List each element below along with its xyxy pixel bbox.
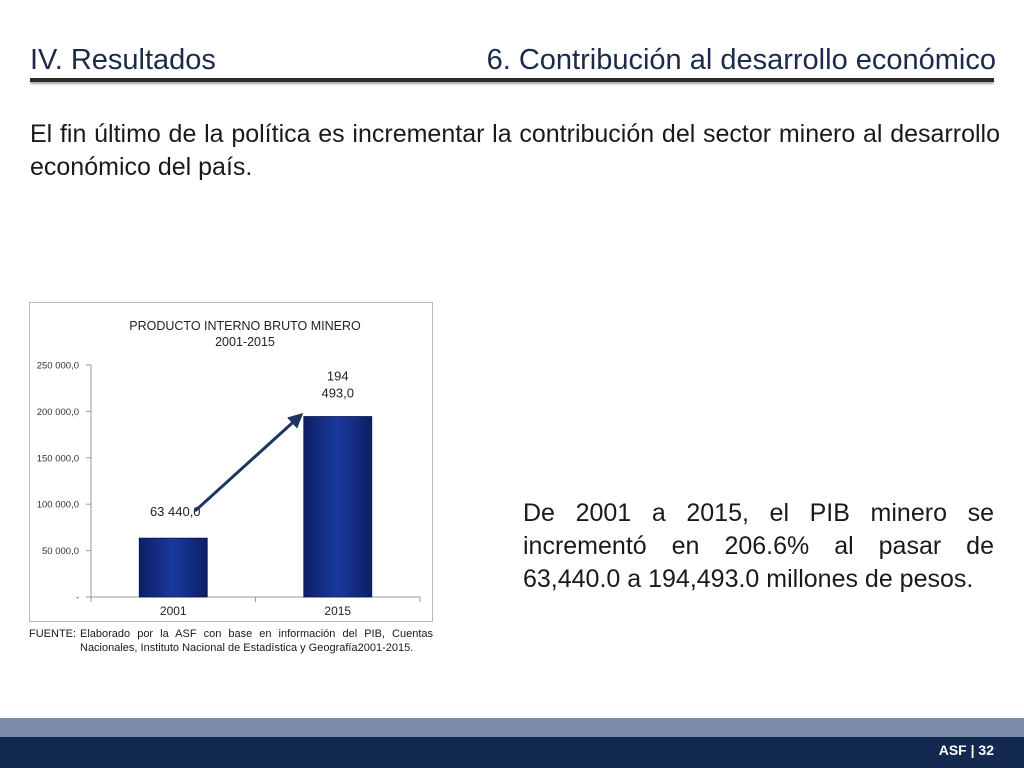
data-label: 194 493,0	[321, 369, 354, 401]
x-tick-label: 2001	[160, 604, 187, 618]
data-label: 63 440,0	[150, 504, 201, 519]
footer-band-dark	[0, 737, 1024, 768]
bar	[138, 537, 208, 598]
section-title: IV. Resultados	[30, 44, 216, 76]
chart-subtitle: 2001-2015	[215, 335, 275, 349]
y-tick-label: 250 000,0	[37, 361, 79, 372]
trend-arrow	[193, 412, 304, 513]
title-divider	[30, 78, 994, 82]
source-text: Elaborado por la ASF con base en informa…	[80, 628, 433, 654]
footer-page-label: ASF | 32	[938, 742, 994, 758]
y-tick-label: 150 000,0	[37, 453, 79, 464]
footer-band-light	[0, 718, 1024, 737]
bar	[303, 416, 373, 598]
slide-title: 6. Contribución al desarrollo económico	[486, 44, 996, 76]
x-tick-label: 2015	[324, 604, 351, 618]
intro-paragraph: El fin último de la política es incremen…	[30, 120, 1000, 181]
y-tick-label: 50 000,0	[42, 546, 79, 557]
pib-chart: PRODUCTO INTERNO BRUTO MINERO 2001-2015 …	[29, 302, 433, 622]
y-tick-label: 100 000,0	[37, 500, 79, 511]
y-tick-label: -	[76, 593, 79, 604]
source-label: FUENTE:	[29, 628, 77, 640]
summary-paragraph: De 2001 a 2015, el PIB minero se increme…	[523, 499, 994, 593]
chart-title: PRODUCTO INTERNO BRUTO MINERO	[129, 319, 361, 333]
y-tick-label: 200 000,0	[37, 407, 79, 418]
chart-canvas: PRODUCTO INTERNO BRUTO MINERO 2001-2015 …	[37, 319, 421, 618]
